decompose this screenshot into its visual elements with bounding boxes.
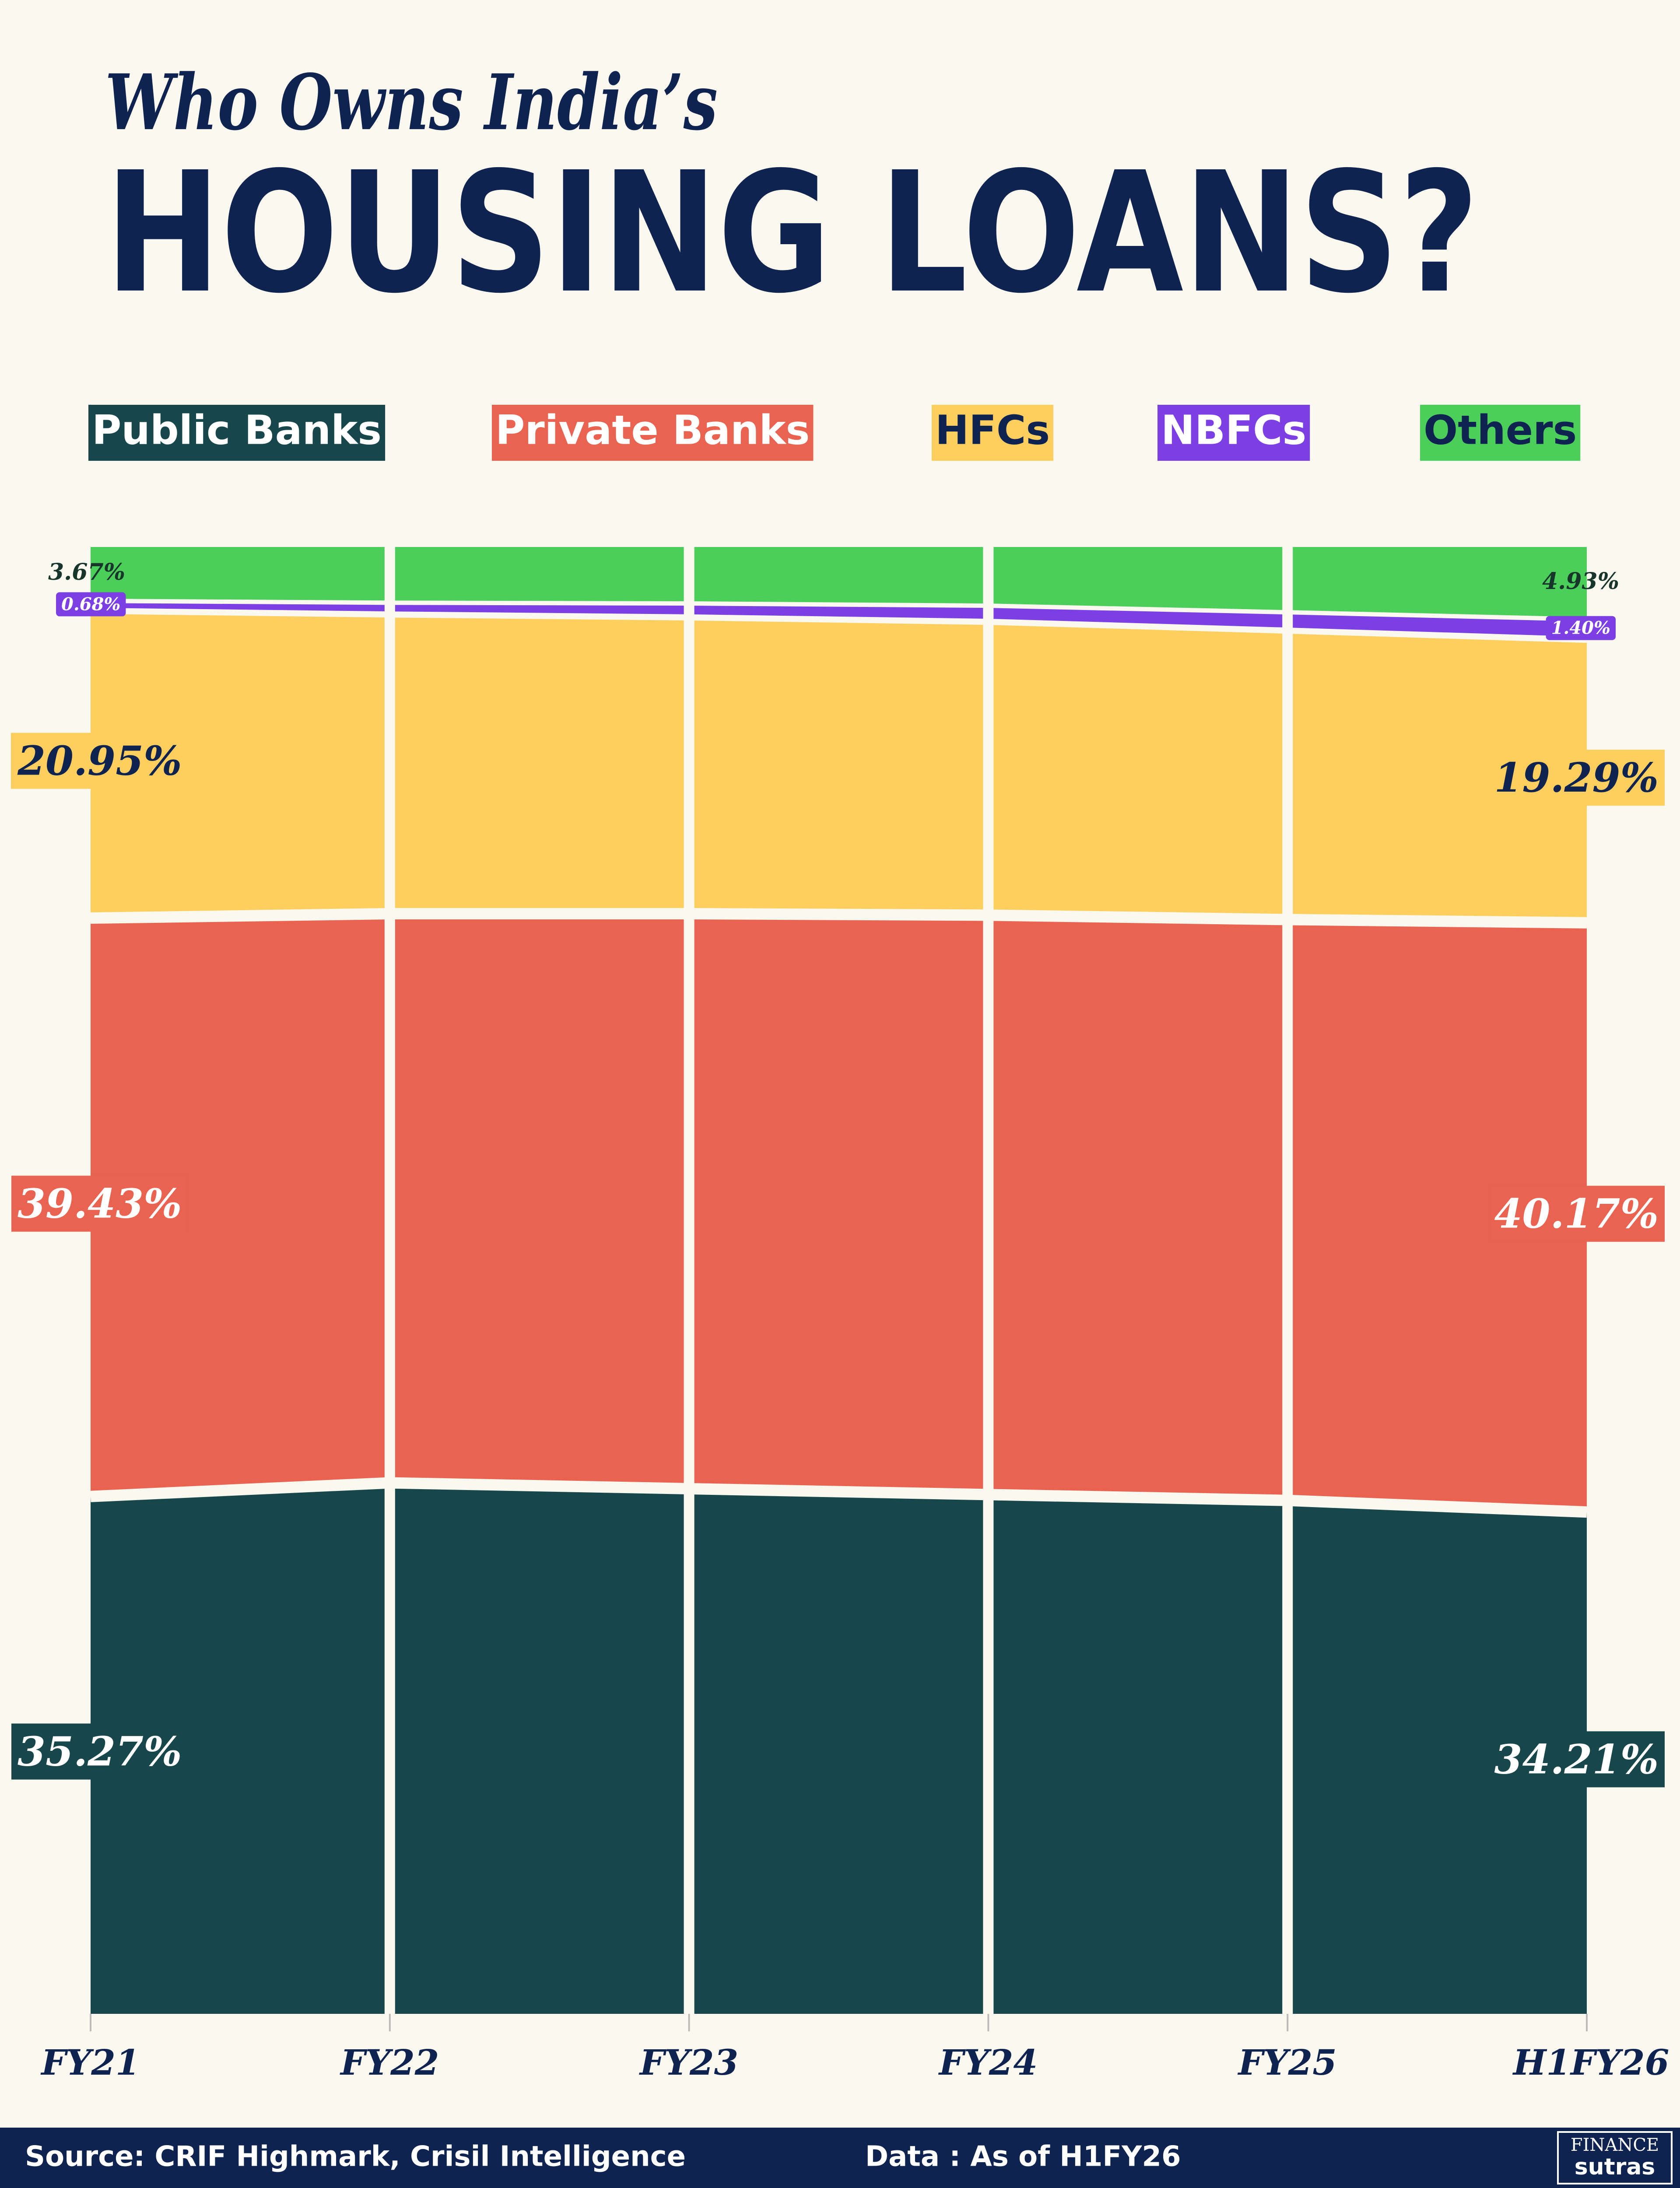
- value-label-box: [1546, 616, 1616, 640]
- legend-label: Others: [1424, 407, 1577, 453]
- separator: [90, 908, 1587, 929]
- value-label-box: [56, 592, 126, 617]
- separator: [90, 607, 1587, 643]
- value-label-box: [1488, 750, 1665, 806]
- area: [91, 601, 1587, 640]
- brand-bottom: sutras: [1575, 2154, 1655, 2180]
- x-tick-label: FY25: [1238, 2042, 1337, 2083]
- footer-bar: [0, 2128, 1680, 2188]
- brand-top: FINANCE: [1571, 2135, 1659, 2155]
- x-tick-label: FY24: [938, 2042, 1038, 2083]
- separator: [90, 1477, 1587, 1518]
- value-label-box: [11, 733, 188, 789]
- area: [91, 610, 1587, 923]
- value-label: 19.29%: [1494, 754, 1659, 801]
- value-label: 0.68%: [61, 594, 120, 614]
- value-label: 40.17%: [1494, 1190, 1659, 1238]
- legend-label: Private Banks: [495, 407, 810, 453]
- value-label: 1.40%: [1551, 618, 1610, 638]
- legend-swatch: [1157, 405, 1310, 461]
- value-label: 35.27%: [18, 1728, 182, 1775]
- area: [91, 1483, 1587, 2014]
- legend-swatch: [932, 405, 1054, 461]
- legend-swatch: [1420, 405, 1581, 461]
- legend-label: NBFCs: [1161, 407, 1306, 453]
- x-tick-label: FY23: [639, 2042, 738, 2083]
- x-tick-label: FY22: [340, 2042, 439, 2083]
- legend-label: Public Banks: [92, 407, 382, 453]
- data-note: Data : As of H1FY26: [865, 2141, 1181, 2173]
- value-label-box: [11, 1723, 188, 1780]
- value-label: 20.95%: [17, 737, 182, 785]
- separator: [90, 599, 1587, 622]
- chart-title: Who Owns India’s: [105, 58, 718, 147]
- value-label: 4.93%: [1542, 568, 1619, 595]
- value-label: 3.67%: [48, 559, 125, 586]
- value-label: 34.21%: [1494, 1736, 1659, 1783]
- value-label-box: [1488, 1185, 1665, 1242]
- chart-subtitle: HOUSING LOANS?: [105, 136, 1479, 330]
- source: Source: CRIF Highmark, Crisil Intelligen…: [25, 2141, 686, 2173]
- value-label-box: [11, 1175, 188, 1232]
- value-label-box: [1488, 1731, 1665, 1788]
- legend-label: HFCs: [935, 407, 1050, 453]
- legend-swatch: [88, 405, 386, 461]
- x-tick-label: FY21: [40, 2042, 140, 2083]
- value-label: 39.43%: [18, 1180, 182, 1227]
- legend-swatch: [492, 405, 814, 461]
- brand-box: [1557, 2131, 1673, 2184]
- x-tick-label: H1FY26: [1512, 2042, 1669, 2083]
- plot: Public Banks Private Banks HFCs NBFCs Others…: [11, 405, 1669, 2083]
- area: [91, 914, 1587, 1512]
